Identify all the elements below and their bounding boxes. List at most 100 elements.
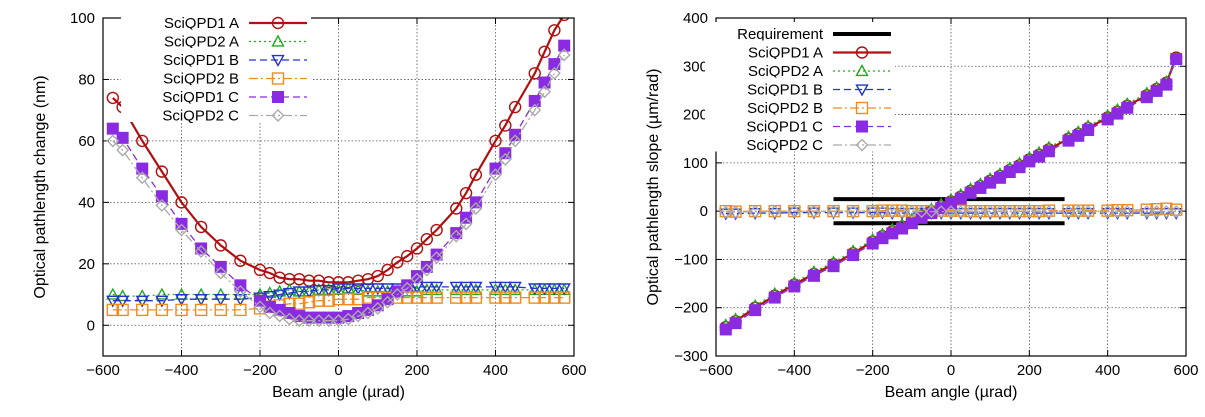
data-point: [528, 67, 541, 80]
data-point: [214, 239, 227, 252]
data-point: [410, 242, 424, 255]
data-point: [528, 291, 541, 304]
data-point: [548, 291, 561, 304]
data-point: [459, 291, 473, 304]
data-point: [459, 281, 473, 294]
data-point: [488, 282, 503, 296]
data-point: [729, 205, 743, 219]
data-point: [1003, 205, 1017, 219]
data-point: [768, 291, 781, 304]
data-point: [1042, 205, 1056, 219]
data-point: [558, 18, 570, 22]
data-point: [135, 171, 149, 185]
data-point: [174, 294, 189, 307]
data-point: [194, 220, 208, 234]
data-point: [1140, 91, 1153, 104]
data-point: [361, 291, 375, 304]
data-point: [508, 134, 522, 148]
data-point: [106, 134, 120, 148]
data-point: [429, 281, 444, 294]
y-tick-label: 60: [78, 133, 95, 150]
data-point: [1032, 205, 1046, 219]
data-point: [508, 291, 522, 304]
data-point: [489, 291, 502, 304]
data-point: [1082, 124, 1095, 137]
series-line: [112, 287, 565, 297]
legend-bg: [121, 48, 311, 67]
y-tick-label: −200: [674, 300, 708, 317]
data-point: [361, 283, 375, 296]
data-point: [410, 281, 424, 294]
data-point: [748, 205, 762, 219]
data-point: [155, 190, 168, 203]
data-point: [155, 295, 169, 308]
data-point: [234, 254, 247, 267]
legend-marker: [855, 138, 869, 152]
data-point: [195, 242, 208, 255]
y-tick-label: 0: [700, 203, 708, 220]
data-point: [351, 274, 365, 287]
data-point: [106, 303, 120, 317]
legend-bg: [705, 59, 895, 78]
series-line: [112, 286, 565, 302]
legend-marker: [271, 34, 285, 47]
data-point: [450, 227, 463, 240]
legend-label: Requirement: [737, 26, 824, 43]
legend-marker: [855, 84, 869, 97]
data-point: [263, 290, 277, 304]
x-tick-label: 600: [561, 362, 586, 379]
data-point: [459, 282, 473, 296]
data-point: [1081, 205, 1095, 219]
plot-area: [719, 51, 1183, 336]
legend-bg: [705, 40, 895, 59]
x-tick-label: −600: [86, 362, 120, 379]
data-point: [136, 162, 149, 175]
x-axis-label: Beam angle (µrad): [885, 384, 1018, 401]
data-point: [341, 283, 356, 296]
legend-label: SciQPD2 A: [748, 63, 823, 80]
data-point: [1110, 205, 1124, 219]
data-point: [846, 205, 860, 219]
x-tick-label: 200: [404, 362, 429, 379]
y-tick-label: 400: [683, 10, 708, 27]
data-point: [469, 168, 483, 181]
data-point: [528, 283, 542, 296]
data-point: [508, 281, 522, 294]
legend-label: SciQPD2 A: [164, 34, 239, 51]
legend-bg: [121, 103, 311, 122]
data-point: [538, 291, 551, 304]
data-point: [449, 229, 463, 243]
data-point: [253, 300, 267, 314]
series-line: [725, 210, 1177, 213]
data-point: [1159, 205, 1173, 219]
data-point: [136, 134, 149, 148]
data-point: [827, 205, 840, 219]
data-point: [944, 205, 958, 219]
chart-2: −600 −400 −200 0 200 400 600 −300 −200 −100 0 100 20…: [645, 10, 1199, 401]
series-sciqpd1-c: [719, 53, 1183, 336]
data-point: [115, 289, 130, 302]
data-point: [420, 233, 434, 246]
y-tick-label: 200: [683, 107, 708, 124]
data-point: [410, 291, 424, 304]
data-point: [312, 314, 326, 328]
data-point: [1169, 205, 1183, 219]
data-point: [1160, 202, 1173, 215]
legend-bg: [705, 114, 895, 133]
x-tick-label: 0: [334, 362, 342, 379]
y-tick-label: 300: [683, 58, 708, 75]
data-point: [214, 303, 227, 317]
y-tick-label: 40: [78, 194, 95, 211]
legend-label: SciQPD2 C: [162, 108, 239, 125]
data-point: [135, 289, 149, 302]
data-point: [410, 284, 424, 297]
data-point: [1150, 205, 1164, 219]
data-point: [312, 294, 326, 307]
x-axis-label: Beam angle (µrad): [272, 384, 405, 401]
data-point: [934, 205, 948, 219]
legend-marker: [855, 64, 869, 77]
data-point: [341, 312, 355, 326]
data-point: [807, 269, 820, 282]
data-point: [1022, 205, 1036, 219]
